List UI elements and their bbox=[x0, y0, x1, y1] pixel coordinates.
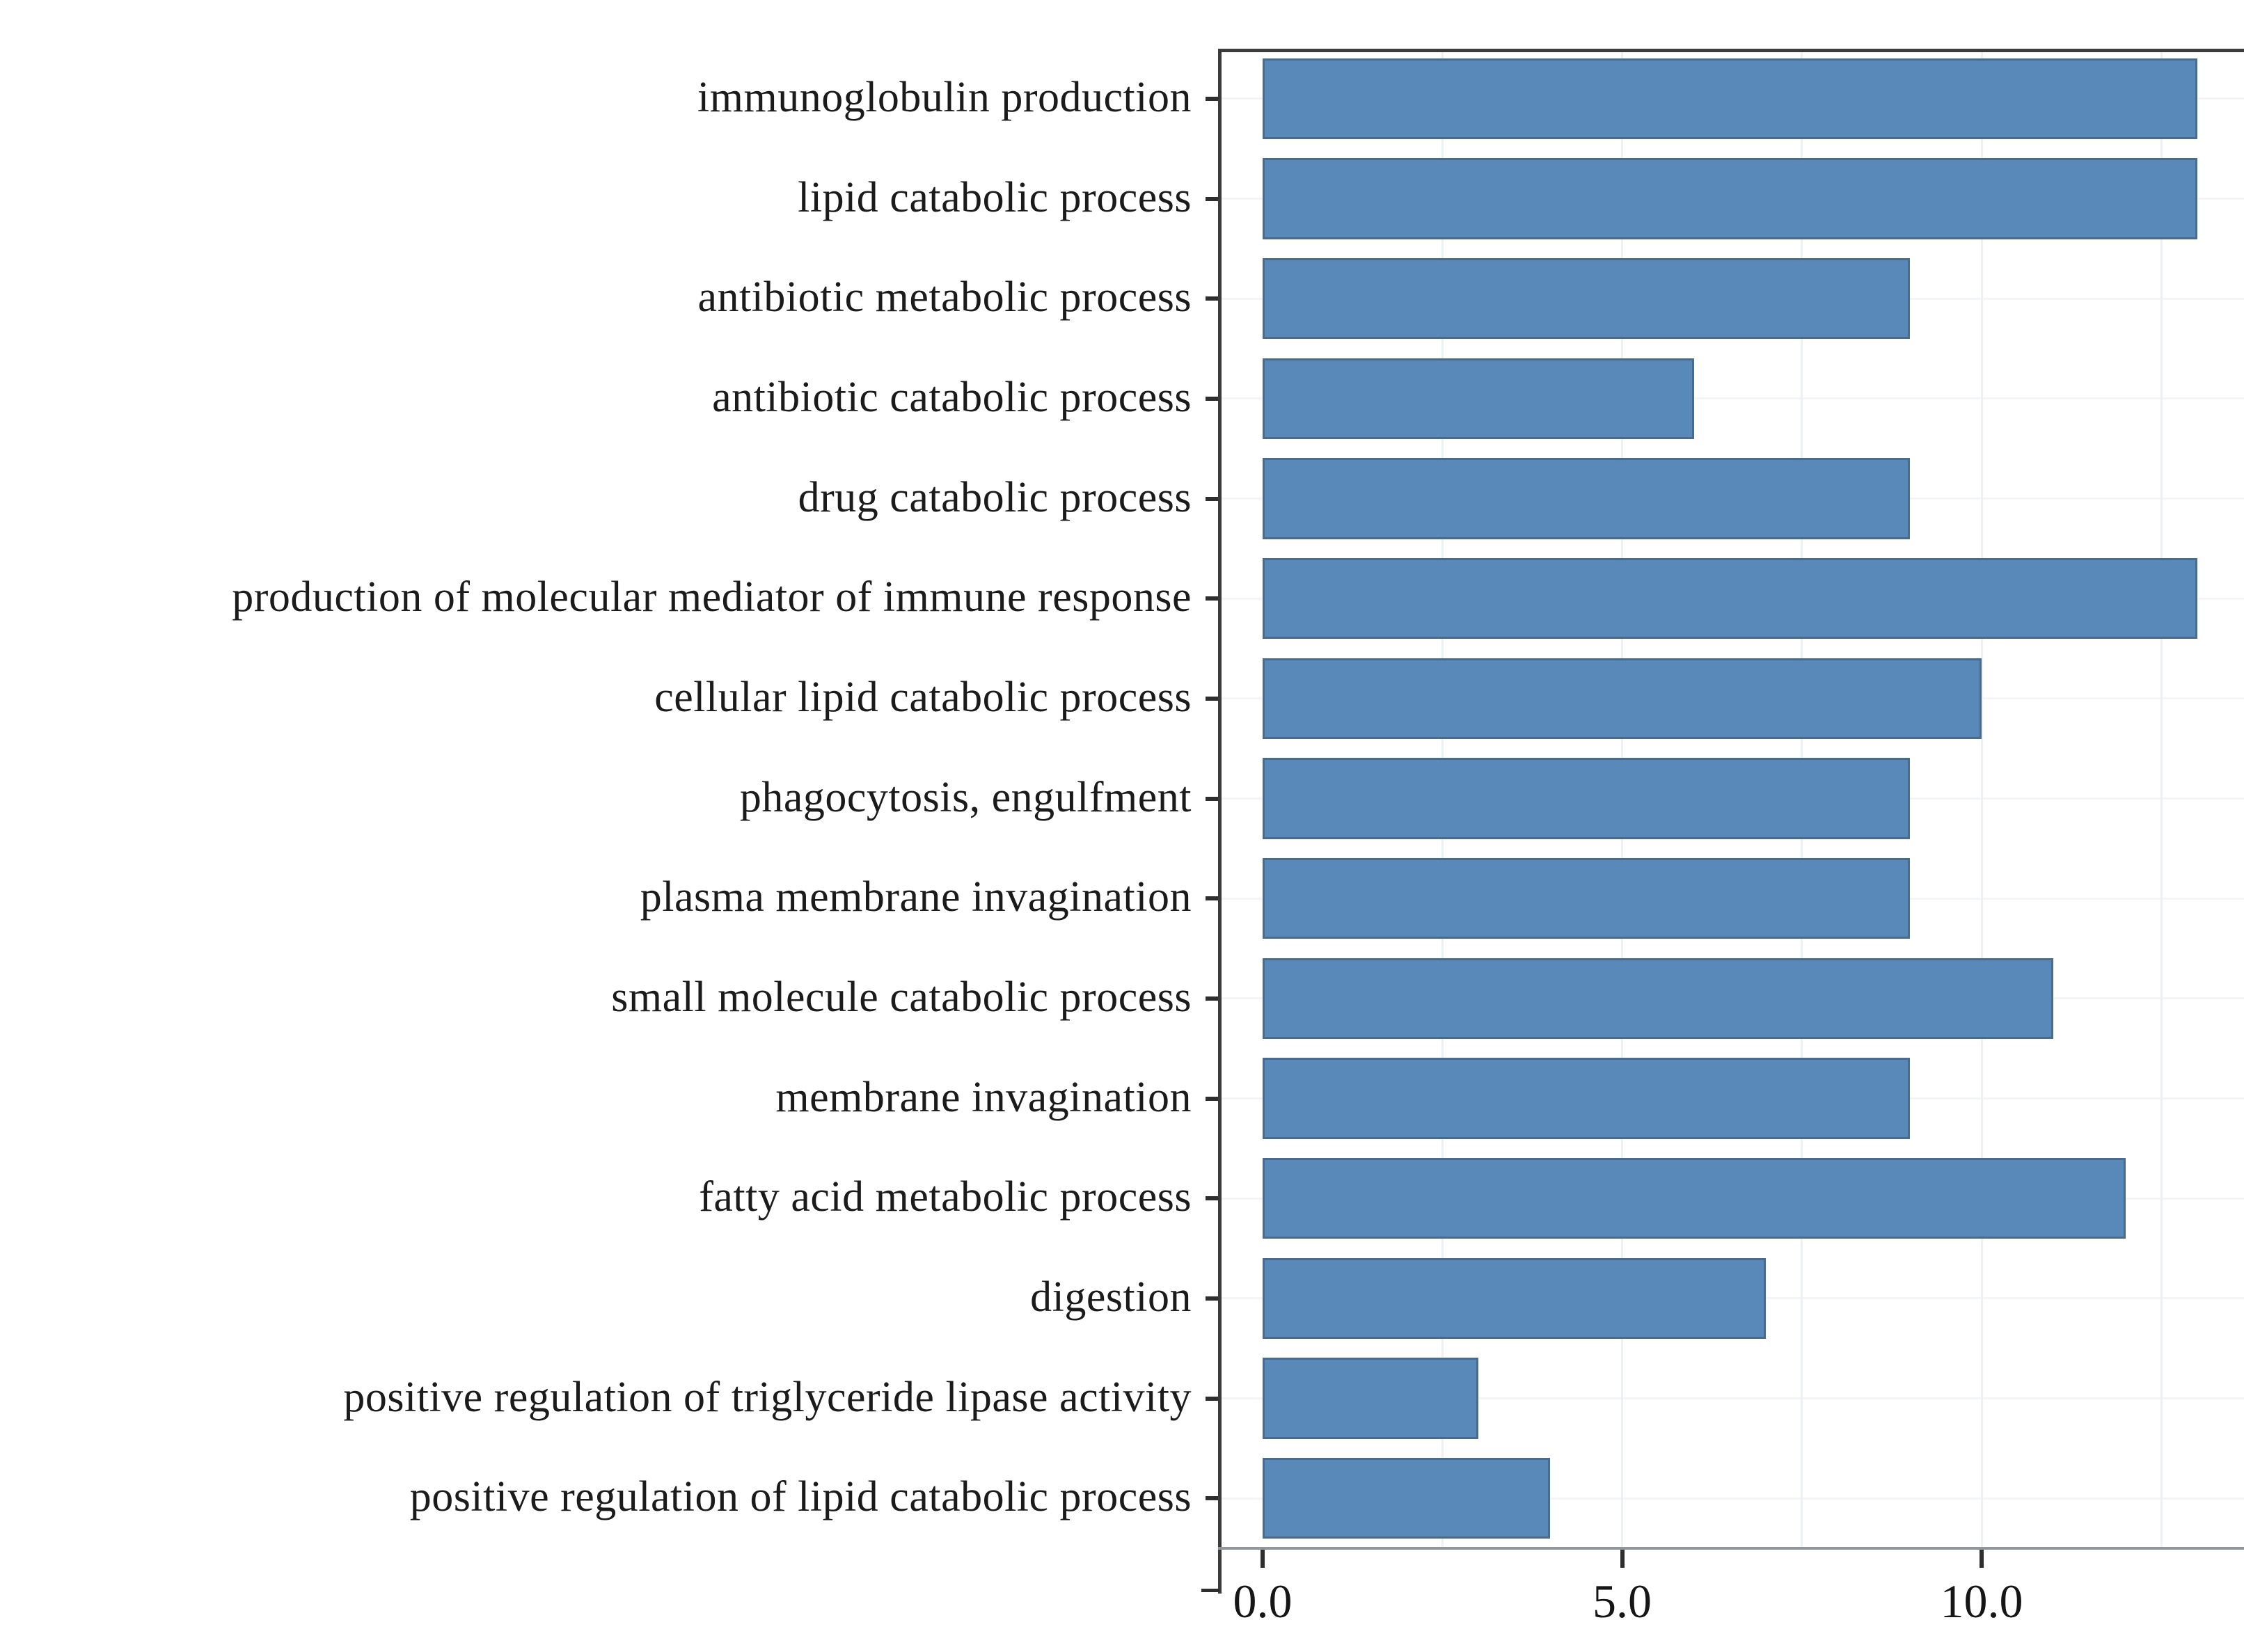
category-label-3: antibiotic catabolic process bbox=[712, 373, 1192, 421]
bar-10 bbox=[1263, 1058, 1910, 1139]
bar-3 bbox=[1263, 358, 1694, 440]
category-label-11: fatty acid metabolic process bbox=[699, 1173, 1192, 1221]
bar-7 bbox=[1263, 758, 1910, 839]
bar-2 bbox=[1263, 257, 1910, 340]
y-tick-4 bbox=[1206, 496, 1219, 501]
category-label-1: lipid catabolic process bbox=[798, 173, 1192, 221]
bar-11 bbox=[1263, 1157, 2126, 1239]
bar-0 bbox=[1263, 58, 2197, 140]
category-label-9: small molecule catabolic process bbox=[611, 973, 1192, 1021]
y-tick-3 bbox=[1206, 396, 1219, 401]
y-tick-0 bbox=[1206, 96, 1219, 101]
category-label-4: drug catabolic process bbox=[798, 473, 1192, 521]
category-label-10: membrane invagination bbox=[775, 1073, 1192, 1121]
category-label-2: antibiotic metabolic process bbox=[697, 273, 1192, 321]
bar-12 bbox=[1263, 1257, 1767, 1340]
x-tick-label-2: 10.0 bbox=[1940, 1575, 2023, 1628]
y-axis-spine bbox=[1218, 49, 1222, 1594]
bar-14 bbox=[1263, 1457, 1551, 1539]
y-tick-6 bbox=[1206, 696, 1219, 701]
category-label-5: production of molecular mediator of immu… bbox=[232, 573, 1192, 621]
gridline-vertical bbox=[2160, 52, 2163, 1548]
y-tick-10 bbox=[1206, 1096, 1219, 1101]
x-axis-line bbox=[1218, 1547, 2244, 1550]
y-tick-8 bbox=[1206, 896, 1219, 901]
gridline-vertical bbox=[1980, 52, 1983, 1548]
category-label-13: positive regulation of triglyceride lipa… bbox=[343, 1373, 1192, 1421]
panel-top-border bbox=[1218, 49, 2244, 52]
category-label-7: phagocytosis, engulfment bbox=[739, 773, 1192, 821]
bar-13 bbox=[1263, 1358, 1478, 1439]
gridline-horizontal bbox=[1222, 1397, 2244, 1399]
category-label-12: digestion bbox=[1030, 1273, 1192, 1321]
y-tick-9 bbox=[1206, 996, 1219, 1001]
y-axis-end-tick bbox=[1201, 1589, 1219, 1592]
bar-6 bbox=[1263, 658, 1982, 740]
category-label-0: immunoglobulin production bbox=[697, 73, 1192, 121]
bar-8 bbox=[1263, 857, 1910, 939]
x-tick-2 bbox=[1980, 1550, 1984, 1568]
y-tick-14 bbox=[1206, 1496, 1219, 1501]
y-tick-1 bbox=[1206, 196, 1219, 201]
bar-5 bbox=[1263, 557, 2197, 640]
y-tick-11 bbox=[1206, 1196, 1219, 1201]
y-tick-12 bbox=[1206, 1296, 1219, 1301]
bar-9 bbox=[1263, 958, 2054, 1040]
gridline-horizontal bbox=[1222, 1497, 2244, 1500]
y-tick-2 bbox=[1206, 296, 1219, 301]
x-tick-label-1: 5.0 bbox=[1593, 1575, 1652, 1628]
bar-4 bbox=[1263, 458, 1910, 539]
bar-1 bbox=[1263, 158, 2197, 239]
x-tick-0 bbox=[1261, 1550, 1265, 1568]
category-label-14: positive regulation of lipid catabolic p… bbox=[409, 1473, 1192, 1521]
y-tick-13 bbox=[1206, 1396, 1219, 1401]
x-tick-1 bbox=[1620, 1550, 1625, 1568]
category-label-8: plasma membrane invagination bbox=[640, 873, 1192, 921]
gridline-horizontal bbox=[1222, 397, 2244, 400]
x-tick-label-0: 0.0 bbox=[1233, 1575, 1293, 1628]
y-tick-5 bbox=[1206, 596, 1219, 601]
category-label-6: cellular lipid catabolic process bbox=[654, 673, 1192, 721]
y-tick-7 bbox=[1206, 796, 1219, 801]
